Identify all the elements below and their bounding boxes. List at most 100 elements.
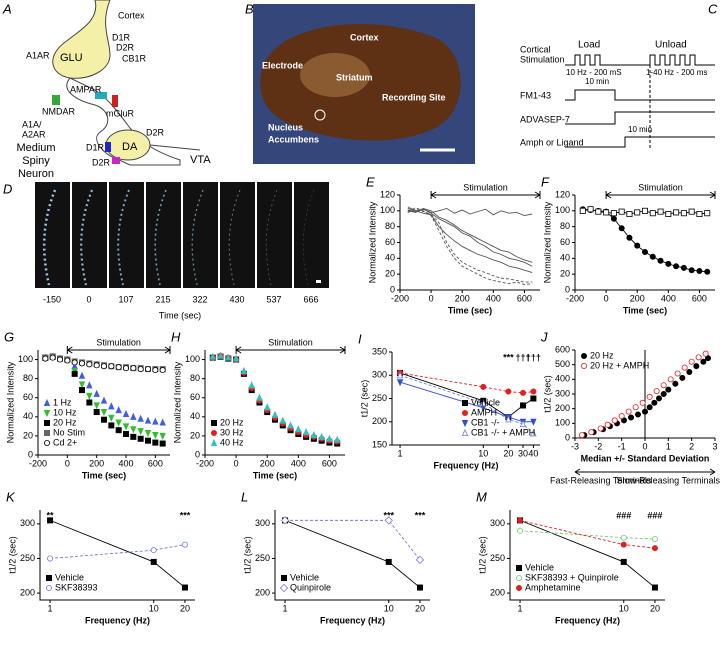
bouton-chain (228, 189, 241, 286)
y-tick-label: 0 (565, 432, 570, 442)
panel-b: B Cortex Electrode Striatum Recording Si… (245, 1, 475, 164)
series-line (399, 372, 534, 418)
stim-trace (565, 54, 715, 66)
stimulation-label: Stimulation (638, 182, 683, 192)
marker (651, 536, 658, 543)
x-tick-label: 200 (260, 458, 275, 468)
marker (665, 210, 672, 217)
x-tick-label: 1 (666, 441, 671, 451)
marker (115, 419, 122, 427)
accumbens-marker (314, 109, 326, 121)
marker (181, 584, 188, 591)
marker (310, 430, 318, 438)
y-tick-label: 100 (555, 418, 570, 428)
y-tick-label: 100 (18, 354, 33, 364)
y-tick-label: 400 (555, 374, 570, 384)
stimulation-bracket (66, 346, 171, 354)
legend-marker (46, 585, 53, 592)
marker (130, 365, 137, 372)
label: DA (122, 141, 138, 153)
series-line (407, 207, 533, 285)
x-axis-label: Frequency (Hz) (85, 615, 150, 625)
marker (693, 363, 700, 370)
significance-mark: ††† (515, 352, 530, 362)
marker (696, 267, 703, 274)
marker (256, 393, 263, 401)
y-tick-label: 80 (190, 373, 200, 383)
chart-panel: J -3 -2 -1 0 1 2 3 0 100 200 300 400 500 600 Median +/-… (540, 329, 720, 485)
y-tick-label: 250 (490, 553, 505, 563)
axes (274, 510, 430, 601)
legend-marker (44, 439, 51, 446)
marker (86, 381, 93, 389)
x-tick-label: 600 (148, 458, 163, 468)
stimulation-label: Stimulation (463, 182, 508, 192)
x-axis-label: Time (sec) (623, 305, 667, 315)
series-line (285, 519, 421, 561)
marker (159, 432, 166, 440)
marker (673, 209, 680, 216)
marker (625, 408, 632, 415)
x-tick-label: -1 (618, 441, 626, 451)
glu-terminal (52, 0, 111, 79)
marker (86, 392, 93, 400)
marker (57, 356, 64, 363)
y-tick-label: 100 (380, 205, 395, 215)
marker (79, 360, 86, 367)
legend-label: Cd 2+ (53, 437, 77, 447)
bouton-chain (191, 189, 204, 286)
legend-marker (461, 420, 469, 428)
legend-marker (210, 419, 217, 426)
marker (279, 416, 287, 424)
image-frame (72, 182, 107, 288)
bouton-chain (117, 189, 130, 286)
y-axis-label: Normalized Intensity (5, 361, 15, 443)
legend-marker (210, 438, 218, 446)
x-tick-label: 1 (283, 603, 288, 613)
marker (603, 209, 610, 216)
y-tick-label: 40 (560, 253, 570, 263)
label: Medium (16, 142, 55, 154)
image-frame (257, 182, 292, 288)
marker (271, 410, 279, 418)
marker (679, 374, 686, 381)
marker (159, 440, 166, 447)
time-label: 322 (192, 294, 207, 304)
x-tick-label: 3 (712, 441, 717, 451)
marker (667, 376, 674, 383)
y-tick-label: 20 (23, 430, 33, 440)
marker (681, 364, 688, 371)
spine (66, 77, 181, 166)
marker (646, 393, 653, 400)
y-tick-label: 0 (565, 284, 570, 294)
y-tick-label: 100 (555, 205, 570, 215)
label: D2R (116, 42, 135, 52)
time-label: -150 (43, 294, 61, 304)
y-tick-label: 300 (255, 518, 270, 528)
y-tick-label: 200 (20, 587, 35, 597)
x-tick-label: -3 (571, 441, 579, 451)
legend-marker (279, 583, 289, 593)
marker (646, 404, 653, 411)
marker (595, 208, 602, 215)
stimulation-bracket (235, 346, 346, 354)
marker (42, 355, 49, 362)
label: Cortex (350, 32, 379, 42)
y-tick-label: 80 (23, 373, 33, 383)
y-tick-label: 150 (372, 439, 387, 449)
marker (71, 370, 78, 377)
panel-a: A Cortex A1AR GLU D1R D2R CB1R AMPAR mGl… (2, 0, 211, 180)
x-tick-label: 1 (48, 603, 53, 613)
panel-label: C (708, 1, 718, 16)
ampar (95, 92, 107, 99)
marker (318, 432, 325, 440)
panel-label: F (541, 174, 550, 189)
direction-label: Fast-Releasing Terminals (550, 475, 652, 485)
legend-label: SKF38393 (55, 582, 98, 592)
marker (634, 209, 641, 216)
marker (653, 388, 660, 395)
marker (415, 555, 425, 565)
marker (660, 382, 667, 389)
legend-label: Vehicle (55, 572, 84, 582)
